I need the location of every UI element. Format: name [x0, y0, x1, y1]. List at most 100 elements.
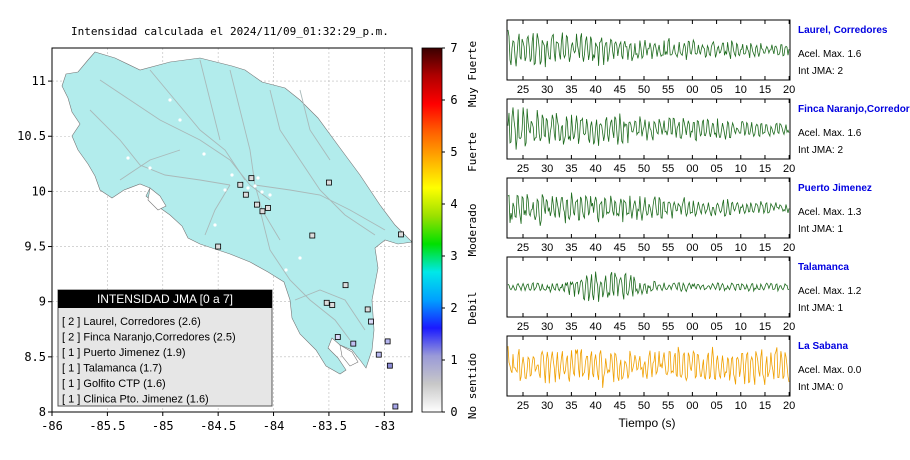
- map-frame: [51, 47, 413, 413]
- waveform-tick-label: 05: [710, 242, 722, 254]
- station-marker: [323, 299, 330, 306]
- waveform-trace: [507, 271, 790, 302]
- colorbar-tick-label: 7: [450, 41, 457, 55]
- waveform-tick-label: 00: [686, 321, 698, 333]
- waveform-tick-label: 50: [638, 84, 650, 96]
- waveform-tick-label: 30: [541, 163, 553, 175]
- road: [259, 209, 351, 341]
- legend-item: [ 2 ] Laurel, Corredores (2.6): [62, 316, 201, 328]
- legend-header: [58, 290, 272, 308]
- colorbar-tick-label: 0: [450, 405, 457, 419]
- town-dot: [213, 223, 217, 227]
- costa-rica-landmass: [61, 51, 413, 375]
- road: [229, 69, 281, 241]
- waveform-tick-label: 50: [638, 242, 650, 254]
- waveform-tick-label: 10: [735, 84, 747, 96]
- legend-item: [ 1 ] Puerto Jimenez (1.9): [62, 347, 186, 359]
- waveform-tick-label: 00: [686, 242, 698, 254]
- map-y-tick-label: 9: [39, 295, 46, 309]
- map-title: Intensidad calculada el 2024/11/09_01:32…: [71, 25, 389, 38]
- waveform-max-accel: Acel. Max. 1.2: [798, 286, 862, 297]
- map-x-tick-label: -84.5: [200, 419, 236, 433]
- station-marker: [254, 201, 260, 208]
- town-dot: [284, 268, 288, 272]
- map-x-tick-label: -85: [152, 419, 174, 433]
- waveform-tick-label: 20: [783, 84, 795, 96]
- waveform-tick-label: 05: [710, 163, 722, 175]
- waveform-tick-label: 55: [662, 84, 674, 96]
- waveform-tick-label: 00: [686, 400, 698, 412]
- colorbar-category-label: Muy Fuerte: [466, 41, 479, 107]
- waveform-tick-label: 30: [541, 84, 553, 96]
- waveform-tick-label: 50: [638, 400, 650, 412]
- town-dot: [268, 193, 272, 197]
- waveform-tick-label: 45: [614, 400, 626, 412]
- waveform-tick-label: 50: [638, 321, 650, 333]
- map-y-tick-label: 10: [32, 184, 46, 198]
- colorbar-tick-label: 6: [450, 93, 457, 107]
- waveform-panels: 25 30 35 40 45 50 55 00 05 10 15 20 Laurel, Corredor…: [506, 19, 910, 412]
- colorbar-frame: [421, 47, 443, 413]
- waveform-tick-label: 25: [517, 84, 529, 96]
- town-dot: [298, 256, 302, 260]
- waveform-tick-label: 05: [710, 400, 722, 412]
- road: [294, 289, 366, 331]
- colorbar-fill: [422, 48, 442, 412]
- waveform-panel: 25 30 35 40 45 50 55 00 05 10 15 20 Finca Naranjo,Co…: [506, 98, 910, 175]
- waveform-trace: [507, 346, 790, 388]
- waveform-tick-label: 20: [783, 321, 795, 333]
- waveform-tick-label: 40: [589, 321, 601, 333]
- map-y-tick-label: 8.5: [24, 350, 46, 364]
- waveform-tick-label: 00: [686, 163, 698, 175]
- waveform-tick-label: 05: [710, 321, 722, 333]
- road: [99, 79, 271, 201]
- waveform-tick-label: 15: [759, 242, 771, 254]
- station-marker: [326, 179, 332, 186]
- waveform-station-name: Puerto Jimenez: [798, 183, 872, 194]
- town-dot: [256, 176, 260, 180]
- colorbar-tick-label: 1: [450, 353, 457, 367]
- waveform-tick-label: 25: [517, 163, 529, 175]
- road: [149, 69, 246, 181]
- road: [254, 184, 386, 231]
- waveform-panel: 25 30 35 40 45 50 55 00 05 10 15 20 La Sabana Acel. M…: [506, 335, 862, 412]
- waveform-tick-label: 50: [638, 163, 650, 175]
- waveform-tick-label: 15: [759, 321, 771, 333]
- colorbar-tick-label: 3: [450, 249, 457, 263]
- legend-item: [ 1 ] Talamanca (1.7): [62, 363, 162, 375]
- town-dot: [168, 98, 172, 102]
- waveform-tick-label: 35: [565, 163, 577, 175]
- waveform-tick-label: 45: [614, 84, 626, 96]
- waveform-tick-label: 10: [735, 163, 747, 175]
- road: [119, 149, 181, 181]
- colorbar-category-label: Fuerte: [466, 132, 479, 172]
- legend-box: [57, 289, 273, 407]
- waveform-max-accel: Acel. Max. 1.3: [798, 207, 862, 218]
- waveform-max-accel: Acel. Max. 0.0: [798, 365, 862, 376]
- town-dot: [246, 186, 250, 190]
- waveform-tick-label: 40: [589, 400, 601, 412]
- station-marker: [368, 318, 374, 325]
- station-marker: [334, 334, 341, 340]
- station-marker: [309, 232, 316, 239]
- station-markers: [215, 175, 404, 410]
- waveform-tick-label: 40: [589, 242, 601, 254]
- waveform-tick-label: 20: [783, 163, 795, 175]
- waveform-tick-label: 10: [735, 321, 747, 333]
- station-marker: [237, 181, 244, 188]
- map-y-tick-label: 9.5: [24, 240, 46, 254]
- town-dot: [253, 184, 257, 188]
- waveform-tick-label: 55: [662, 163, 674, 175]
- waveform-tick-label: 45: [614, 321, 626, 333]
- road: [204, 184, 231, 236]
- waveform-tick-label: 55: [662, 242, 674, 254]
- waveform-station-name: Talamanca: [798, 262, 849, 273]
- station-marker: [375, 351, 382, 358]
- legend-item: [ 1 ] Clinica Pto. Jimenez (1.6): [62, 394, 209, 406]
- waveform-jma-intensity: Int JMA: 0: [798, 382, 843, 393]
- colorbar-category-label: Debil: [466, 291, 479, 324]
- map-x-tick-label: -83: [373, 419, 395, 433]
- town-dot: [202, 152, 206, 156]
- town-dot: [223, 188, 227, 192]
- waveform-tick-label: 45: [614, 242, 626, 254]
